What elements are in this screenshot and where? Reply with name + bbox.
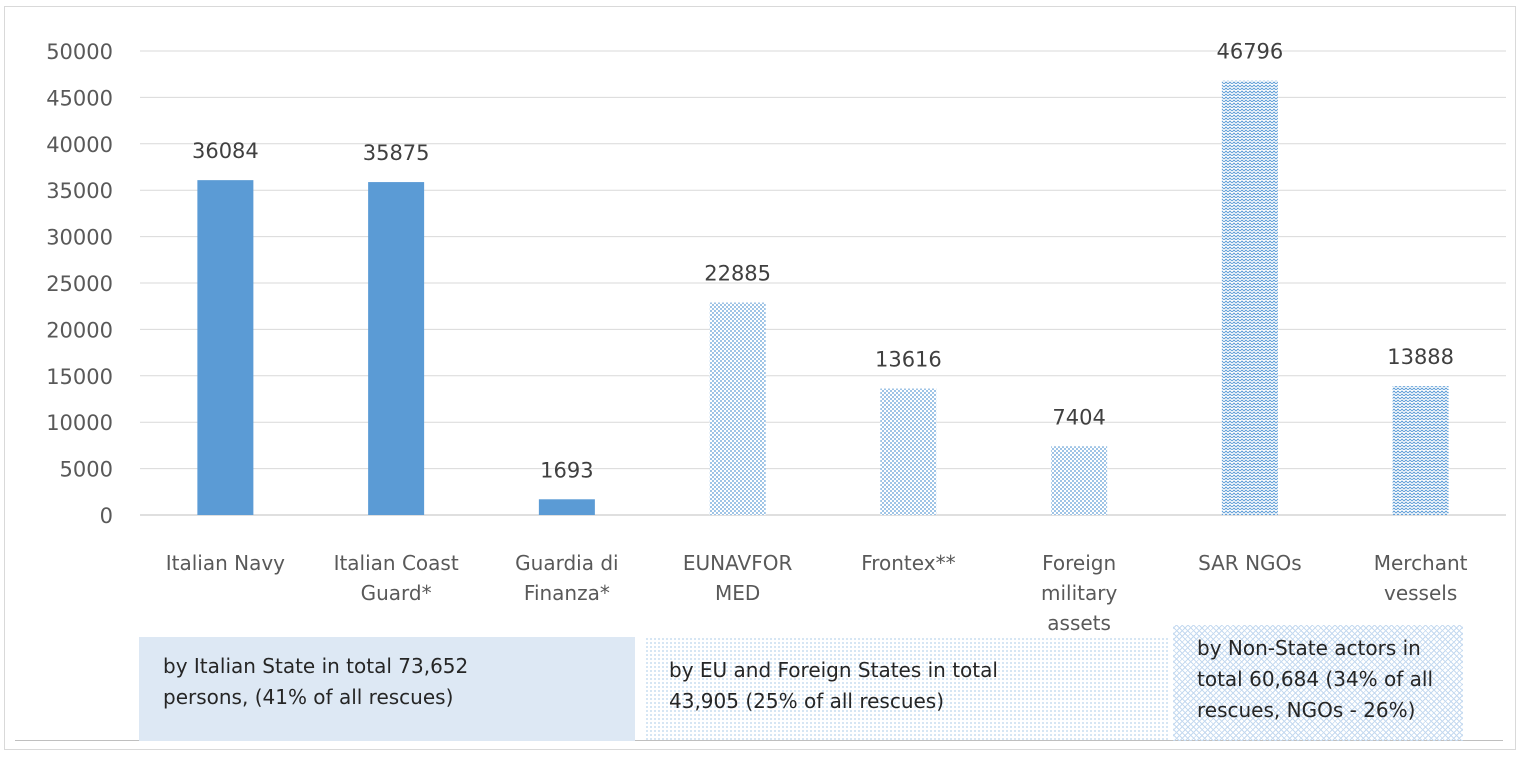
bar — [709, 302, 766, 515]
x-tick-label: Finanza* — [524, 581, 610, 605]
y-tick-label: 5000 — [60, 458, 113, 482]
data-label: 13888 — [1387, 345, 1454, 369]
group-eu-line-2: 43,905 (25% of all rescues) — [669, 689, 945, 713]
y-tick-label: 25000 — [46, 272, 113, 296]
data-label: 1693 — [540, 458, 593, 482]
y-tick-label: 30000 — [46, 226, 113, 250]
data-label: 7404 — [1052, 405, 1105, 429]
x-tick-label: Guardia di — [515, 551, 618, 575]
group-nonstate-line-2: total 60,684 (34% of all — [1197, 667, 1434, 691]
group-nonstate-line-3: rescues, NGOs - 26%) — [1197, 698, 1416, 722]
y-tick-label: 10000 — [46, 411, 113, 435]
y-tick-label: 35000 — [46, 179, 113, 203]
bar — [1392, 386, 1449, 515]
x-tick-label: SAR NGOs — [1198, 551, 1302, 575]
y-tick-label: 20000 — [46, 318, 113, 342]
bar — [368, 182, 425, 515]
group-non-state-actors: by Non-State actors in total 60,684 (34%… — [1173, 625, 1463, 741]
group-eu-foreign-states: by EU and Foreign States in total 43,905… — [645, 637, 1170, 741]
data-label: 36084 — [192, 139, 259, 163]
x-tick-label: MED — [715, 581, 760, 605]
group-nonstate-line-1: by Non-State actors in — [1197, 636, 1421, 660]
bar — [1221, 80, 1278, 515]
data-label: 35875 — [363, 141, 430, 165]
category-labels: Italian Navy Italian Coast Guard* Guardia d… — [166, 551, 1468, 635]
bars — [197, 80, 1449, 515]
x-tick-label: vessels — [1384, 581, 1457, 605]
group-italian-line-1: by Italian State in total 73,652 — [163, 654, 469, 678]
bar — [197, 180, 254, 515]
group-italian-line-2: persons, (41% of all rescues) — [163, 685, 454, 709]
bar — [1051, 446, 1108, 515]
x-tick-label: Italian Navy — [166, 551, 285, 575]
x-tick-label: Merchant — [1374, 551, 1468, 575]
y-tick-label: 15000 — [46, 365, 113, 389]
x-tick-label: military — [1041, 581, 1117, 605]
x-tick-label: EUNAVFOR — [683, 551, 793, 575]
bar — [538, 499, 595, 515]
x-tick-label: Foreign — [1042, 551, 1116, 575]
y-tick-label: 45000 — [46, 86, 113, 110]
y-tick-label: 0 — [100, 504, 113, 528]
bar — [880, 388, 937, 515]
gridlines — [140, 50, 1506, 516]
x-tick-label: Italian Coast — [334, 551, 459, 575]
group-italian-state: by Italian State in total 73,652 persons… — [139, 637, 635, 741]
data-label: 46796 — [1216, 40, 1283, 64]
x-tick-label: Frontex** — [861, 551, 955, 575]
x-tick-label: Guard* — [361, 581, 432, 605]
group-eu-line-1: by EU and Foreign States in total — [669, 658, 998, 682]
y-axis-ticks: 0 5000 10000 15000 20000 25000 30000 35000 40000… — [46, 40, 113, 528]
data-label: 13616 — [875, 348, 942, 372]
data-labels: 36084 35875 1693 22885 13616 7404 46796 13888 — [192, 40, 1454, 483]
x-tick-label: assets — [1047, 611, 1111, 635]
data-label: 22885 — [704, 262, 771, 286]
y-tick-label: 40000 — [46, 133, 113, 157]
y-tick-label: 50000 — [46, 40, 113, 64]
bottom-divider — [15, 740, 1503, 741]
